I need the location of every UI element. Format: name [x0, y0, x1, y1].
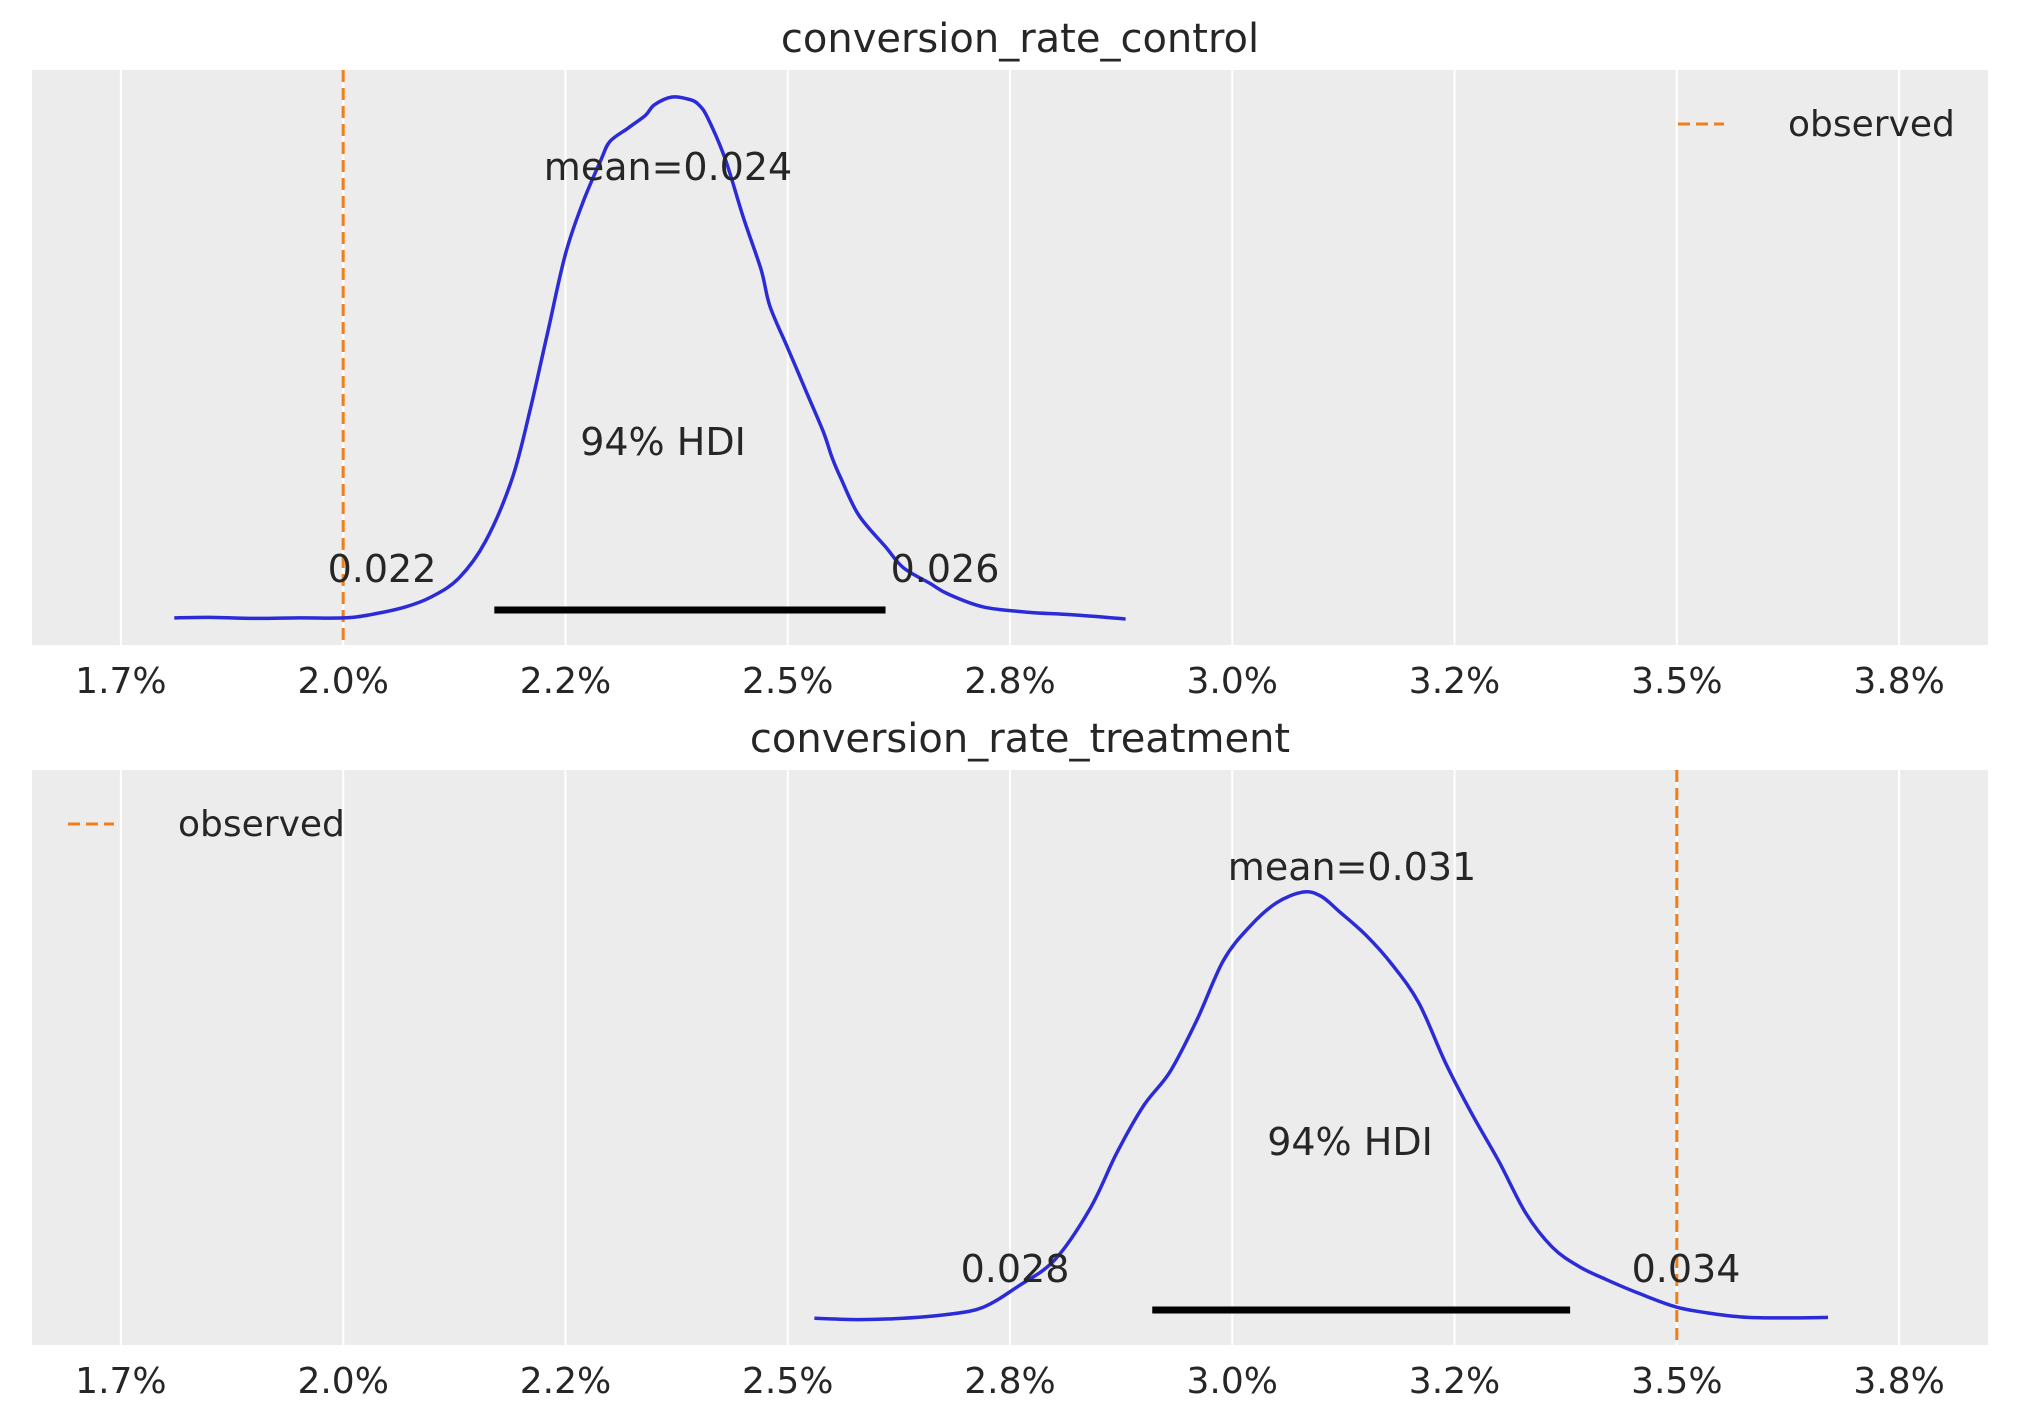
x-tick-label: 3.5%: [1631, 661, 1722, 702]
x-tick-label: 2.2%: [520, 661, 611, 702]
density-curve: [174, 95, 1126, 621]
x-tick-label: 1.7%: [75, 661, 166, 702]
x-tick-label: 3.2%: [1409, 1361, 1500, 1402]
x-tick-label: 3.8%: [1853, 1361, 1944, 1402]
hdi-label: 94% HDI: [1267, 1120, 1433, 1164]
hdi-high-label: 0.034: [1632, 1247, 1741, 1291]
x-tick-label: 2.8%: [964, 661, 1055, 702]
x-tick-label: 2.0%: [297, 1361, 388, 1402]
hdi-low-label: 0.028: [961, 1247, 1070, 1291]
panel-title: conversion_rate_treatment: [750, 716, 1290, 762]
x-tick-label: 2.8%: [964, 1361, 1055, 1402]
legend: observed: [68, 804, 345, 845]
density-curve: [814, 889, 1829, 1322]
x-tick-labels: 1.7% 2.0% 2.2% 2.5% 2.8% 3.0% 3.2% 3.5% 3.8%: [75, 661, 1945, 702]
x-tick-label: 2.2%: [520, 1361, 611, 1402]
x-tick-label: 3.5%: [1631, 1361, 1722, 1402]
legend: observed: [1678, 104, 1955, 145]
panel-title: conversion_rate_control: [781, 16, 1259, 62]
x-tick-label: 3.8%: [1853, 661, 1944, 702]
legend-label: observed: [178, 804, 345, 845]
hdi-high-label: 0.026: [891, 547, 1000, 591]
x-tick-label: 2.5%: [742, 1361, 833, 1402]
x-tick-label: 3.2%: [1409, 661, 1500, 702]
hdi-label: 94% HDI: [580, 420, 746, 464]
x-tick-label: 3.0%: [1187, 1361, 1278, 1402]
x-grid: [119, 70, 1901, 645]
legend-label: observed: [1788, 104, 1955, 145]
x-tick-label: 2.5%: [742, 661, 833, 702]
x-tick-label: 3.0%: [1187, 661, 1278, 702]
x-tick-labels: 1.7% 2.0% 2.2% 2.5% 2.8% 3.0% 3.2% 3.5% 3.8%: [75, 1361, 1945, 1402]
x-tick-label: 2.0%: [297, 661, 388, 702]
panel-control: conversion_rate_control 1.7% 2.0% 2.2% 2.5%…: [32, 16, 1988, 702]
x-tick-label: 1.7%: [75, 1361, 166, 1402]
hdi-low-label: 0.022: [328, 547, 437, 591]
mean-label: mean=0.024: [544, 145, 792, 189]
panel-treatment: conversion_rate_treatment 1.7% 2.0% 2.2% 2.…: [32, 716, 1988, 1402]
mean-label: mean=0.031: [1228, 845, 1476, 889]
